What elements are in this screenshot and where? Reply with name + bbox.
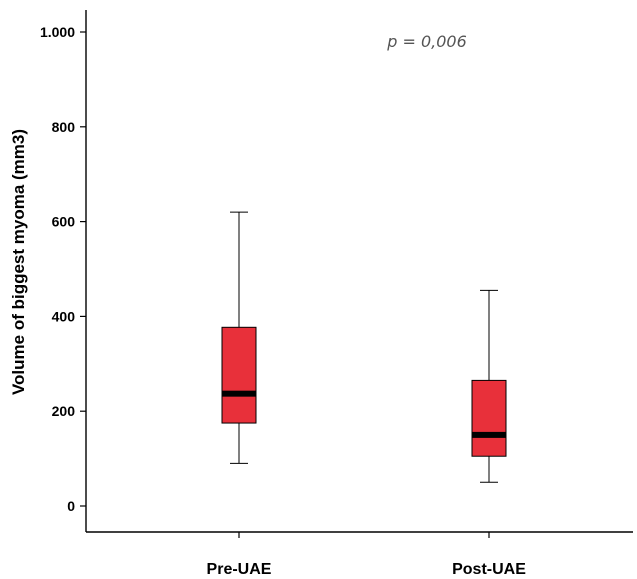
y-tick-label: 600 [52, 214, 76, 230]
y-tick-label: 200 [52, 403, 76, 419]
box-pre-uae [221, 211, 257, 464]
y-axis-ticks: 0 200 400 600 800 1.000 [40, 24, 86, 514]
box-post-uae [471, 289, 507, 483]
y-axis-title: Volume of biggest myoma (mm3) [9, 129, 28, 395]
median-line [472, 431, 506, 438]
boxes [221, 211, 507, 483]
x-category-label: Pre-UAE [207, 561, 272, 578]
y-tick-label: 400 [52, 308, 76, 324]
y-tick-label: 0 [67, 498, 75, 514]
iqr-box [471, 379, 507, 457]
axes [85, 10, 633, 538]
p-value-annotation: p = 0,006 [386, 32, 467, 51]
y-tick-label: 800 [52, 119, 76, 135]
x-axis-labels: Pre-UAE Post-UAE [207, 561, 527, 578]
y-tick-label: 1.000 [40, 24, 75, 40]
median-line [222, 390, 256, 397]
iqr-box [221, 326, 257, 424]
x-category-label: Post-UAE [452, 561, 526, 578]
